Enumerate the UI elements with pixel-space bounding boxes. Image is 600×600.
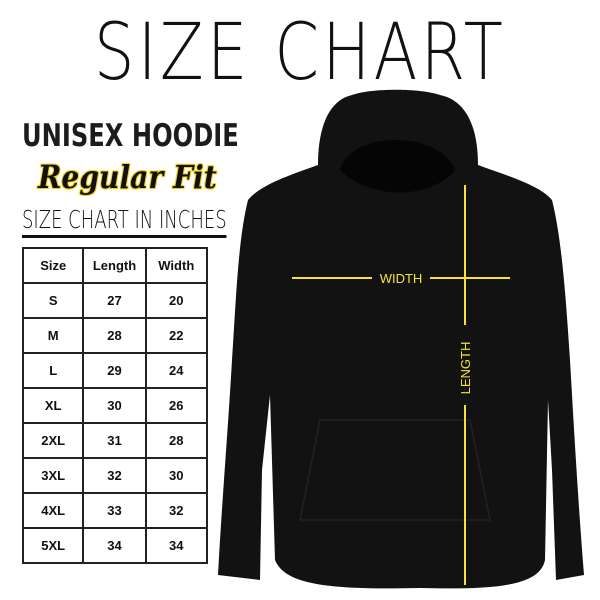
table-cell: 30 bbox=[82, 387, 147, 424]
table-row: L 29 24 bbox=[21, 352, 209, 389]
table-row: XL 30 26 bbox=[21, 387, 209, 424]
table-cell: Width bbox=[144, 247, 209, 284]
table-row: 5XL 34 34 bbox=[21, 527, 209, 564]
table-cell: L bbox=[21, 352, 85, 389]
hoodie-image bbox=[218, 89, 584, 589]
table-cell: 29 bbox=[82, 352, 147, 389]
table-cell: 26 bbox=[144, 387, 209, 424]
table-cell: XL bbox=[21, 387, 85, 424]
table-cell: 27 bbox=[82, 282, 147, 319]
table-cell: 31 bbox=[82, 422, 147, 459]
size-table: Size Length Width S 27 20 M 28 22 L 29 24 XL 30 26 2XL 3… bbox=[21, 247, 209, 564]
table-cell: M bbox=[21, 317, 85, 354]
table-cell: Size bbox=[21, 247, 85, 284]
table-cell: 28 bbox=[144, 422, 209, 459]
product-name: UNISEX HOODIE bbox=[22, 118, 239, 154]
table-cell: 24 bbox=[144, 352, 209, 389]
table-row: 4XL 33 32 bbox=[21, 492, 209, 529]
page-title: SIZE CHART bbox=[93, 8, 507, 98]
table-cell: 4XL bbox=[21, 492, 85, 529]
table-cell: 5XL bbox=[21, 527, 85, 564]
table-cell: 32 bbox=[144, 492, 209, 529]
table-cell: 28 bbox=[82, 317, 147, 354]
table-cell: 2XL bbox=[21, 422, 85, 459]
table-cell: 20 bbox=[144, 282, 209, 319]
length-label: LENGTH bbox=[458, 342, 473, 395]
table-cell: 34 bbox=[144, 527, 209, 564]
hoodie-pocket bbox=[299, 419, 491, 521]
table-header-row: Size Length Width bbox=[21, 247, 209, 284]
table-row: 3XL 32 30 bbox=[21, 457, 209, 494]
table-row: S 27 20 bbox=[21, 282, 209, 319]
table-caption: SIZE CHART IN INCHES bbox=[22, 205, 227, 238]
table-cell: 30 bbox=[144, 457, 209, 494]
table-cell: Length bbox=[82, 247, 147, 284]
width-label: WIDTH bbox=[380, 271, 423, 286]
hoodie-hood-opening bbox=[340, 140, 455, 193]
table-cell: 3XL bbox=[21, 457, 85, 494]
fit-label: Regular Fit bbox=[38, 158, 217, 196]
table-row: M 28 22 bbox=[21, 317, 209, 354]
table-cell: 33 bbox=[82, 492, 147, 529]
table-cell: 34 bbox=[82, 527, 147, 564]
table-cell: 22 bbox=[144, 317, 209, 354]
table-cell: S bbox=[21, 282, 85, 319]
table-cell: 32 bbox=[82, 457, 147, 494]
table-row: 2XL 31 28 bbox=[21, 422, 209, 459]
